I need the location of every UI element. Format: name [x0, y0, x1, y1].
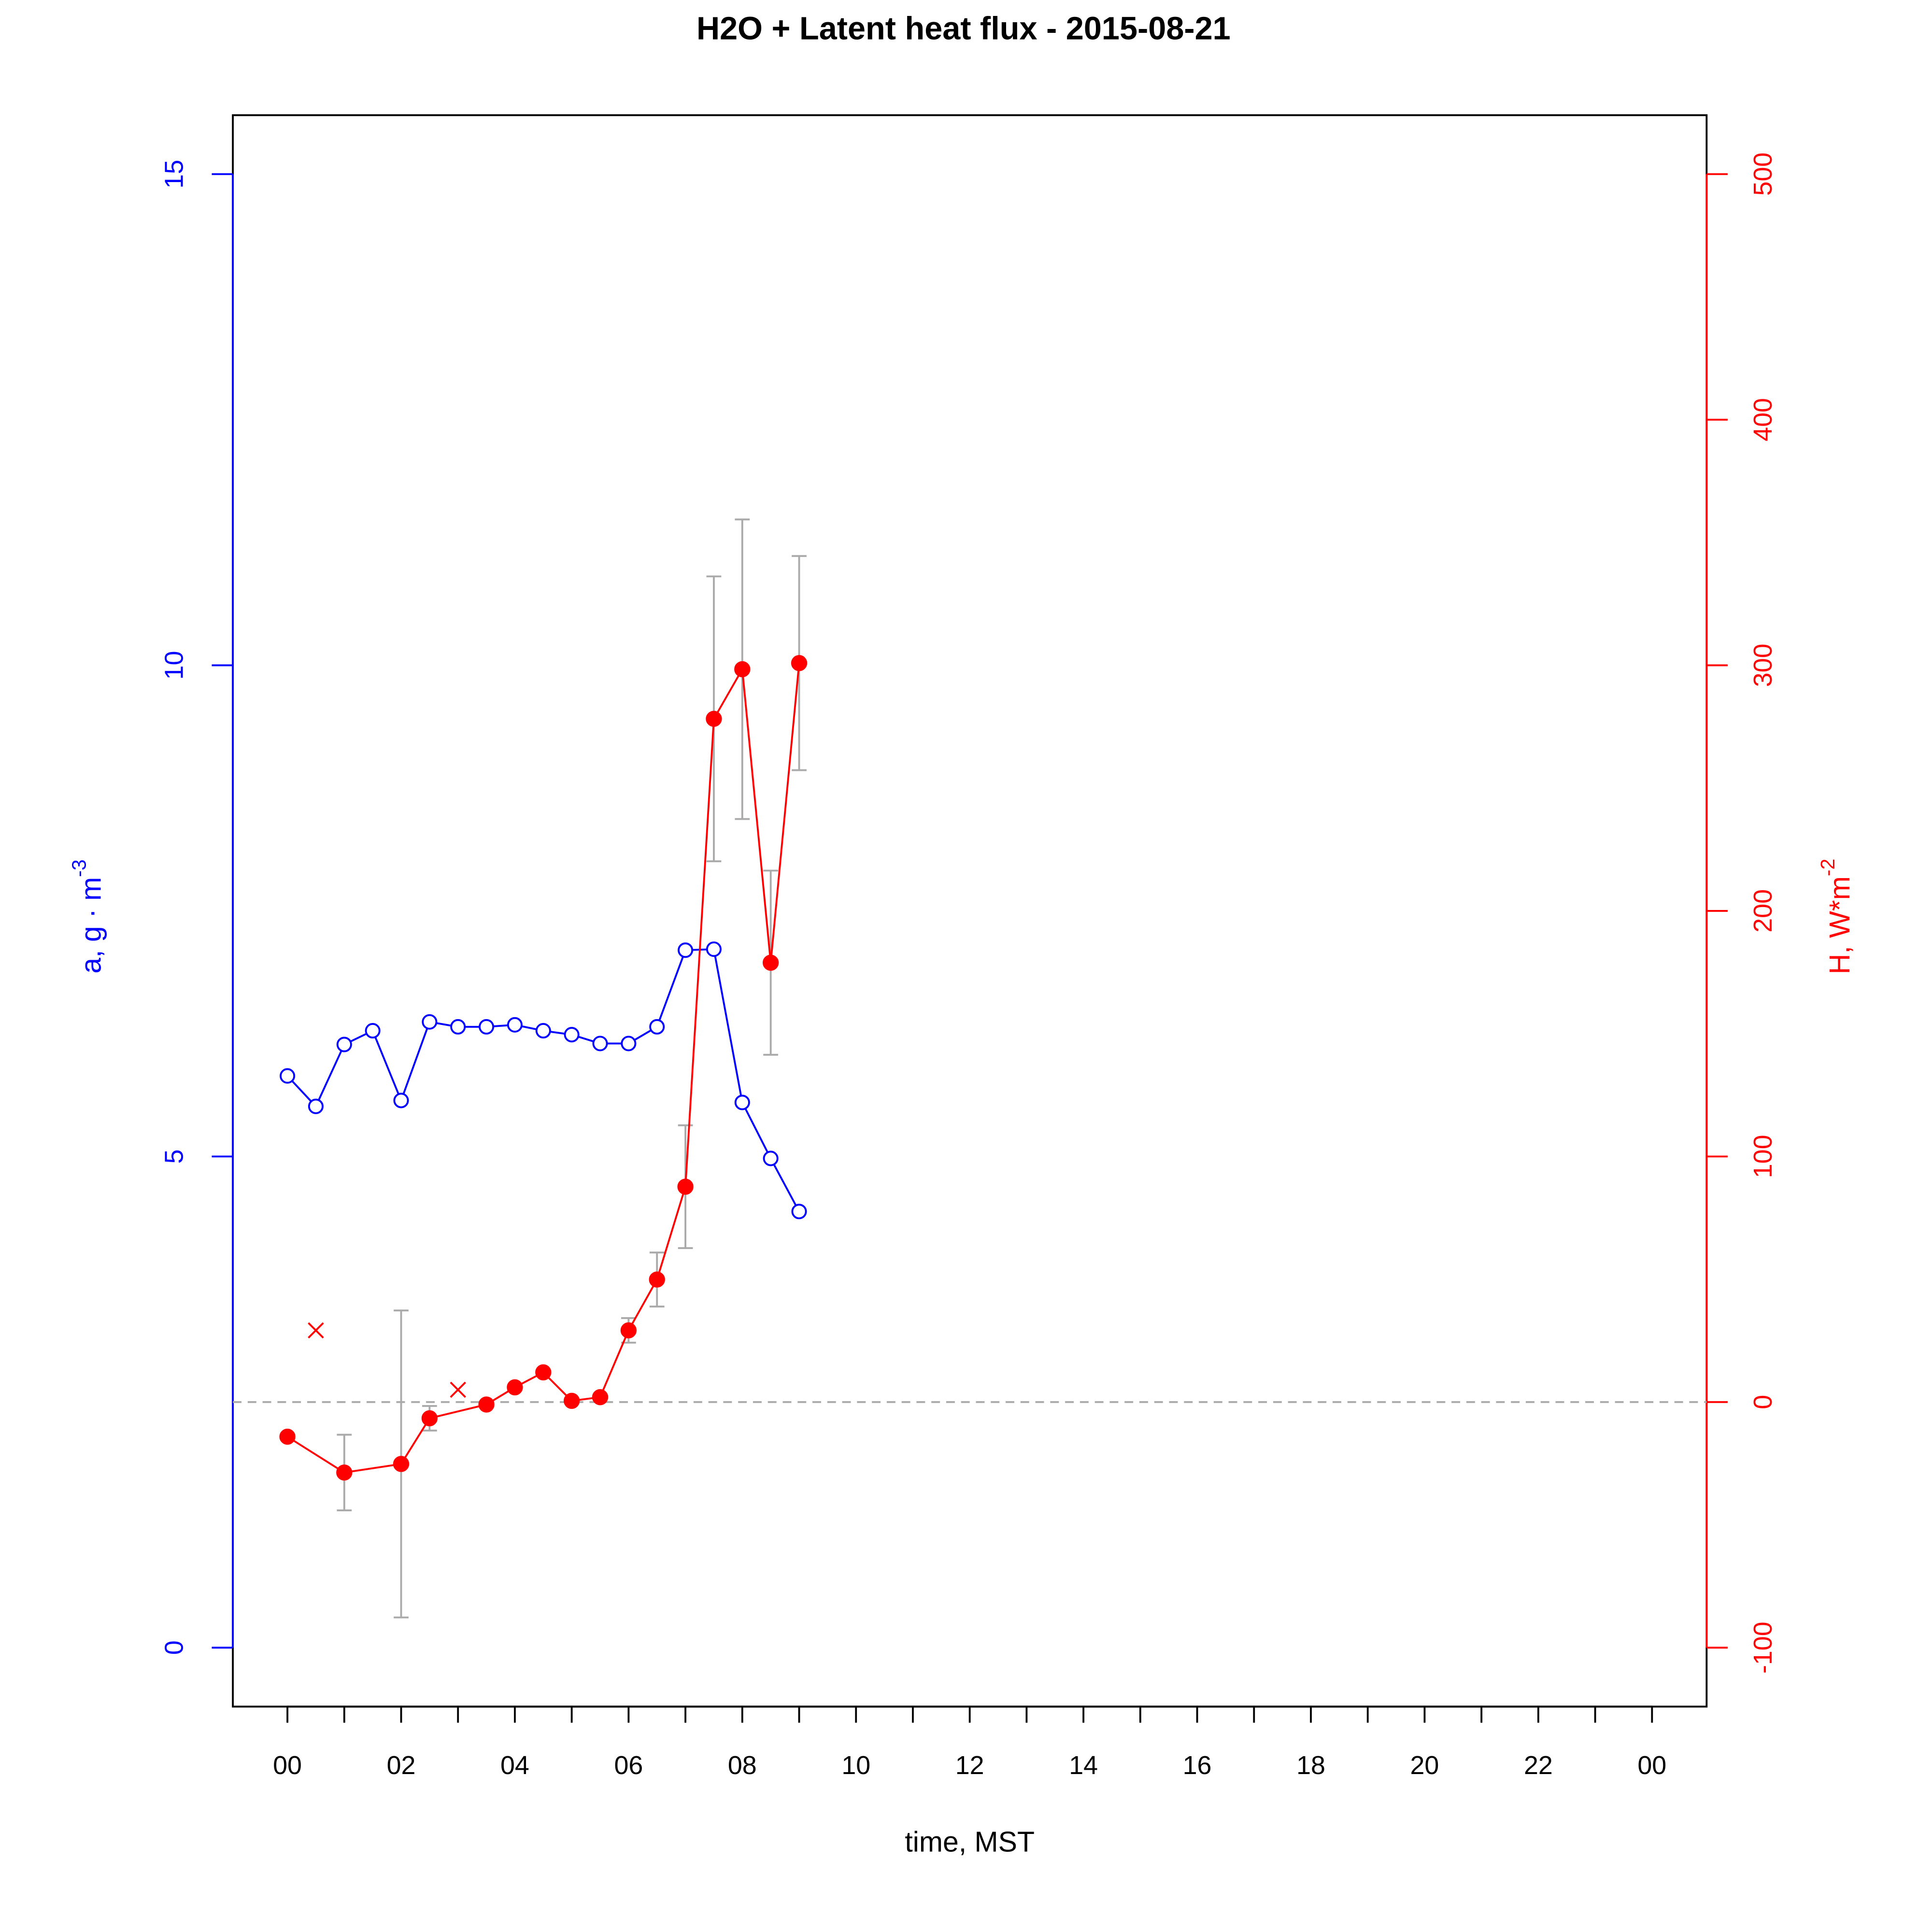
- point: [734, 661, 751, 678]
- point: [507, 1379, 523, 1395]
- y2-tick-label: 200: [1748, 889, 1777, 933]
- x-tick-label: 20: [1410, 1751, 1439, 1780]
- y2-axis-label-sup: -2: [1817, 859, 1839, 876]
- point: [706, 941, 722, 957]
- point: [592, 1036, 608, 1051]
- point: [280, 1068, 296, 1084]
- y2-axis-label-text: H, W*m: [1824, 876, 1855, 974]
- plot-frame: [232, 114, 1708, 1708]
- x-tick-label: 18: [1296, 1751, 1325, 1780]
- x-tick-label: 00: [273, 1751, 302, 1780]
- point: [450, 1019, 466, 1035]
- y2-tick-label: 0: [1748, 1395, 1777, 1409]
- y-axis-label-text: a, g · m: [75, 877, 107, 974]
- point: [649, 1271, 665, 1288]
- chart-title: H2O + Latent heat flux - 2015-08-21: [696, 11, 1231, 47]
- point: [279, 1428, 296, 1445]
- point: [336, 1037, 352, 1052]
- point: [564, 1027, 580, 1043]
- x-tick-label: 10: [841, 1751, 870, 1780]
- x-tick-label: 00: [1637, 1751, 1666, 1780]
- y2-tick-label: 400: [1748, 398, 1777, 441]
- y2-tick-label: -100: [1748, 1621, 1777, 1674]
- point: [365, 1023, 381, 1039]
- point: [507, 1017, 523, 1033]
- point: [677, 1179, 694, 1195]
- point: [422, 1014, 438, 1030]
- point: [678, 942, 694, 958]
- x-tick-label: 22: [1524, 1751, 1553, 1780]
- point: [393, 1093, 409, 1108]
- point: [479, 1019, 495, 1035]
- cross-point: [450, 1381, 466, 1398]
- y2-axis-label: H, W*m-2: [1817, 859, 1855, 975]
- point: [734, 1094, 750, 1110]
- x-tick-label: 12: [955, 1751, 984, 1780]
- series-line: [286, 948, 800, 1212]
- y2-tick-label: 500: [1748, 153, 1777, 196]
- point: [563, 1392, 580, 1409]
- y-tick-label: 0: [159, 1640, 188, 1655]
- y-axis-label-sup: -3: [68, 859, 90, 877]
- x-axis-label: time, MST: [905, 1827, 1035, 1858]
- point: [649, 1019, 665, 1035]
- x-tick-label: 14: [1069, 1751, 1098, 1780]
- point: [592, 1389, 609, 1406]
- y2-tick-label: 300: [1748, 644, 1777, 687]
- x-tick-label: 06: [614, 1751, 643, 1780]
- y-axis-label: a, g · m-3: [68, 859, 106, 973]
- point: [336, 1464, 353, 1481]
- series-line: [287, 663, 800, 1474]
- x-tick-label: 08: [728, 1751, 757, 1780]
- x-tick-label: 16: [1183, 1751, 1212, 1780]
- x-tick-label: 04: [500, 1751, 529, 1780]
- point: [308, 1098, 324, 1114]
- point: [620, 1322, 637, 1339]
- y2-tick-label: 100: [1748, 1135, 1777, 1178]
- point: [535, 1023, 551, 1039]
- y-tick-label: 15: [159, 160, 188, 189]
- point: [421, 1410, 438, 1427]
- point: [478, 1396, 495, 1413]
- point: [706, 710, 722, 727]
- point: [535, 1364, 552, 1380]
- y-tick-label: 5: [159, 1149, 188, 1164]
- y-tick-label: 10: [159, 651, 188, 680]
- point: [791, 655, 808, 671]
- point: [763, 954, 779, 971]
- point: [621, 1036, 637, 1051]
- point: [791, 1204, 807, 1220]
- x-tick-label: 02: [387, 1751, 416, 1780]
- point: [393, 1456, 410, 1472]
- cross-point: [308, 1322, 324, 1339]
- point: [763, 1151, 779, 1166]
